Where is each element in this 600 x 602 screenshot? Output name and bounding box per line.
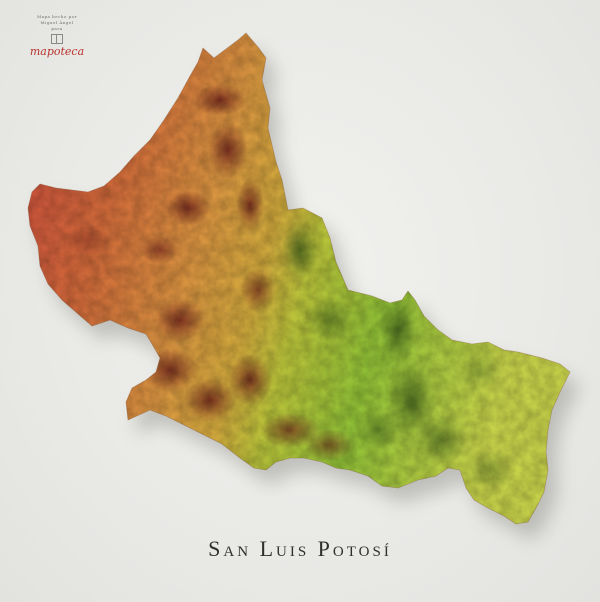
credit-line-2: Miguel Ángel — [40, 20, 74, 25]
credit-line-3: para — [51, 26, 63, 31]
brand-name: mapoteca — [29, 45, 85, 58]
mapoteca-logo-icon — [51, 34, 63, 44]
map-credit: Mapa hecho por Miguel Ángel para mapotec… — [22, 14, 92, 58]
credit-line-1: Mapa hecho por — [36, 14, 78, 19]
map-title: San Luis Potosí — [208, 536, 392, 561]
